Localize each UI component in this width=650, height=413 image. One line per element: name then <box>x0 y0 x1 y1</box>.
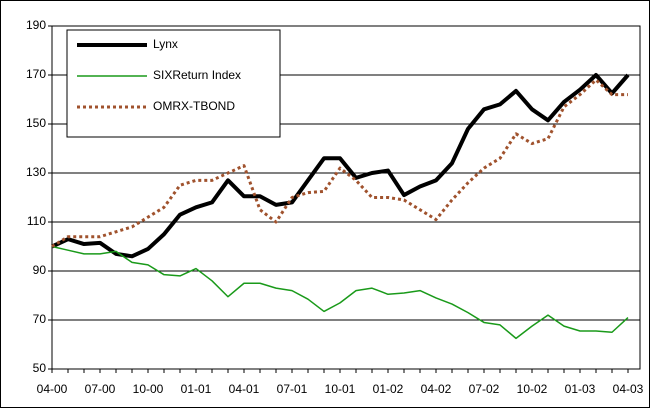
x-tick-label: 10-01 <box>325 382 356 396</box>
x-tick-label: 07-02 <box>469 382 500 396</box>
x-tick-label: 01-03 <box>565 382 596 396</box>
y-tick-label: 50 <box>33 361 47 375</box>
x-tick-label: 04-00 <box>37 382 68 396</box>
x-tick-label: 10-00 <box>133 382 164 396</box>
series-line <box>51 78 628 248</box>
x-tick-label: 10-02 <box>517 382 548 396</box>
x-tick-label: 01-01 <box>181 382 212 396</box>
x-tick-label: 01-02 <box>373 382 404 396</box>
series-line <box>51 73 630 259</box>
legend-label: Lynx <box>153 37 178 51</box>
y-tick-label: 170 <box>26 67 46 81</box>
y-tick-label: 150 <box>26 116 46 130</box>
y-tick-label: 130 <box>26 165 46 179</box>
legend-box <box>66 29 281 138</box>
y-tick-label: 190 <box>26 18 46 32</box>
y-tick-label: 70 <box>33 312 47 326</box>
legend-label: OMRX-TBOND <box>153 99 235 113</box>
y-tick-label: 90 <box>33 263 47 277</box>
series-line <box>51 245 629 340</box>
y-tick-label: 110 <box>27 214 46 228</box>
legend-label: SIXReturn Index <box>153 68 241 82</box>
x-tick-label: 04-03 <box>613 382 644 396</box>
x-tick-label: 07-00 <box>85 382 116 396</box>
x-tick-label: 04-02 <box>421 382 452 396</box>
plot-area <box>51 25 641 370</box>
x-tick-label: 07-01 <box>277 382 308 396</box>
x-tick-label: 04-01 <box>229 382 260 396</box>
